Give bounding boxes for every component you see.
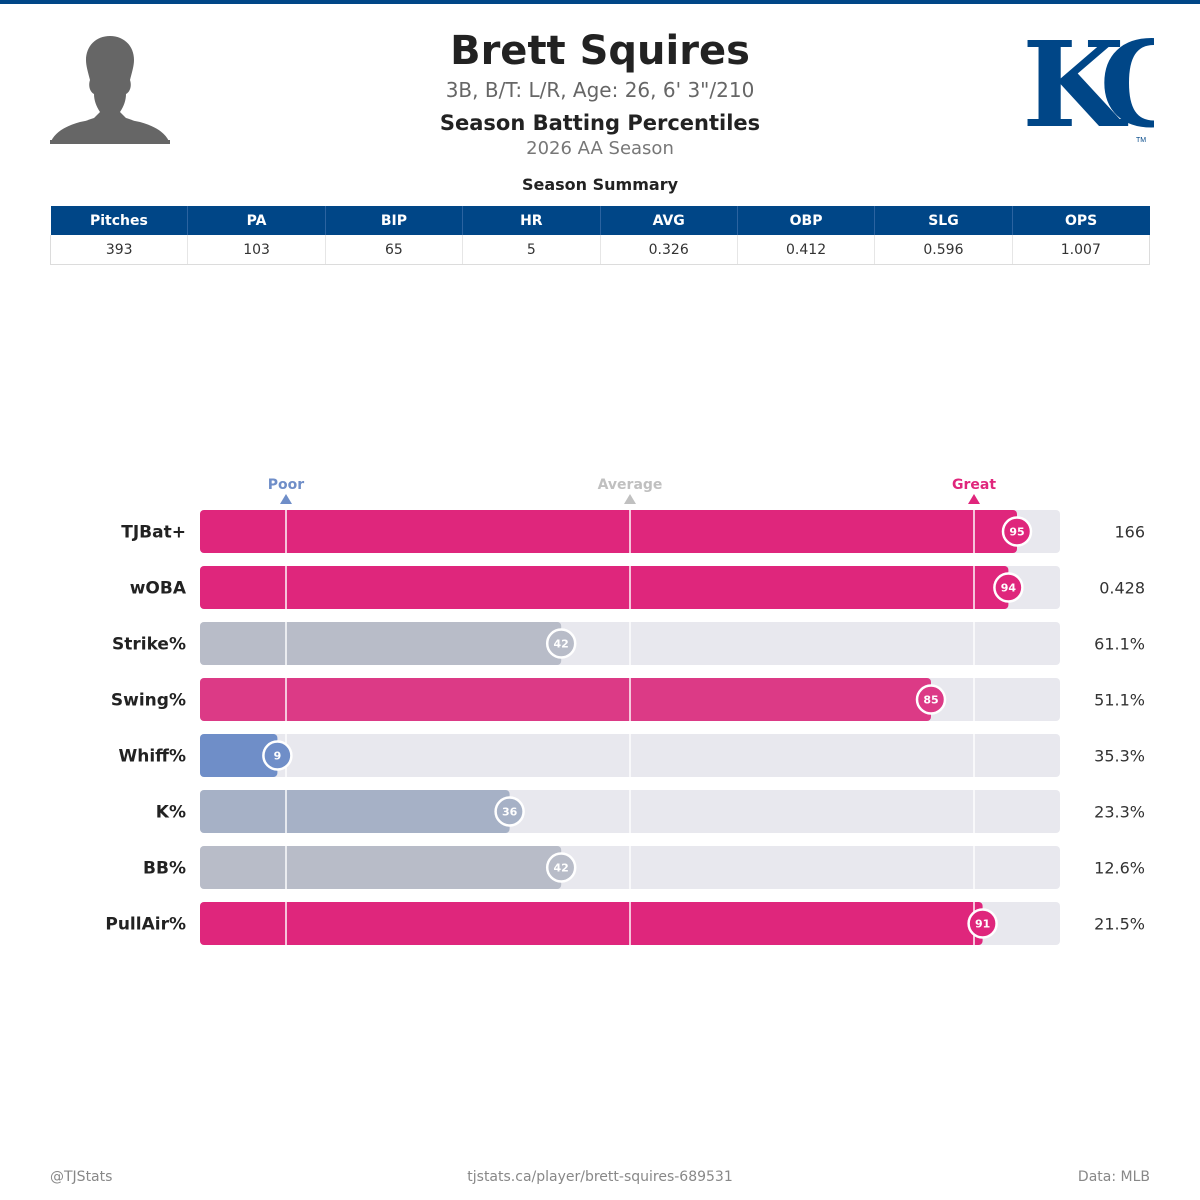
footer-handle: @TJStats [50,1169,113,1185]
footer-source: Data: MLB [1077,1169,1150,1185]
percentile-label: 9 [274,750,282,763]
player-bio: 3B, B/T: L/R, Age: 26, 6' 3"/210 [445,78,755,102]
stat-value: 23.3% [1094,803,1145,822]
summary-value-cell: 0.326 [600,235,738,265]
summary-value-cell: 393 [49,235,189,265]
category-label: wOBA [130,579,187,599]
percentile-chart: Poor Average Great TJBat+ 95 166 wOBA 94 0.428 St… [105,477,1145,945]
bar-Whiff% [200,734,278,777]
reference-label-great: Great [952,477,996,493]
stat-value: 35.3% [1094,747,1145,766]
percentile-marker [1001,516,1033,547]
reference-label-average: Average [598,477,663,493]
team-logo: KC TM [1022,24,1154,146]
bar-BB% [200,846,562,889]
summary-value-cell: 5 [462,235,601,265]
percentile-label: 85 [923,694,938,707]
bar-TJBat+ [200,510,1017,553]
report-title: Season Batting Percentiles [439,111,761,135]
summary-table: Pitches PA BIP HR AVG OBP SLG OPS 393 10… [49,206,1151,265]
stat-value: 0.428 [1099,579,1145,598]
percentile-label: 42 [554,862,569,875]
percentile-label: 36 [502,806,518,819]
summary-header-cell: PA [187,206,326,235]
summary-value-row: 393 103 65 5 0.326 0.412 0.596 1.007 [49,235,1151,265]
stat-value: 166 [1114,523,1145,542]
category-label: Swing% [111,691,186,711]
summary-header-cell: AVG [600,206,738,235]
percentile-marker [915,684,947,715]
team-logo-trademark: TM [1136,137,1146,144]
percentile-label: 42 [554,638,569,651]
team-logo-letters: KC [1022,24,1154,146]
percentile-marker [993,572,1024,603]
percentile-marker [494,796,525,827]
footer-link[interactable]: tjstats.ca/player/brett-squires-689531 [467,1169,733,1185]
stat-value: 12.6% [1094,859,1145,878]
category-label: Whiff% [119,747,187,767]
percentile-label: 91 [975,918,990,931]
category-label: Strike% [112,635,186,655]
percentile-marker [967,908,998,939]
summary-header-row: Pitches PA BIP HR AVG OBP SLG OPS [50,206,1150,235]
stat-value: 51.1% [1094,691,1145,710]
percentile-label: 95 [1009,526,1024,539]
summary-header-cell: OBP [737,206,876,235]
reference-triangle-great [968,494,980,504]
summary-value-cell: 103 [187,235,326,265]
summary-header-cell: OPS [1012,206,1150,235]
reference-label-poor: Poor [268,477,304,493]
summary-value-cell: 0.596 [874,235,1013,265]
category-label: K% [156,803,186,823]
bar-Swing% [200,678,931,721]
report-subtitle: 2026 AA Season [526,138,674,159]
summary-header-cell: Pitches [50,206,189,235]
summary-value-cell: 65 [325,235,464,265]
reference-triangle-poor [280,494,292,504]
summary-header-cell: HR [462,206,601,235]
category-label: BB% [143,859,186,879]
player-name: Brett Squires [450,28,750,74]
percentile-marker [262,740,293,771]
percentile-marker [545,852,577,883]
summary-value-cell: 1.007 [1012,235,1151,265]
summary-value-cell: 0.412 [737,235,876,265]
bar-PullAir% [200,902,983,945]
percentile-label: 94 [1001,582,1017,595]
stat-value: 61.1% [1094,635,1145,654]
top-accent-bar [0,0,1200,4]
bar-K% [200,790,510,833]
category-label: TJBat+ [121,523,186,543]
summary-header-cell: SLG [874,206,1013,235]
reference-triangle-average [624,494,636,504]
stat-value: 21.5% [1094,915,1145,934]
player-silhouette-icon [50,36,170,144]
bar-Strike% [200,622,562,665]
summary-title: Season Summary [521,175,679,194]
bar-wOBA [200,566,1009,609]
summary-header-cell: BIP [325,206,464,235]
category-label: PullAir% [105,915,186,935]
percentile-marker [545,628,577,659]
